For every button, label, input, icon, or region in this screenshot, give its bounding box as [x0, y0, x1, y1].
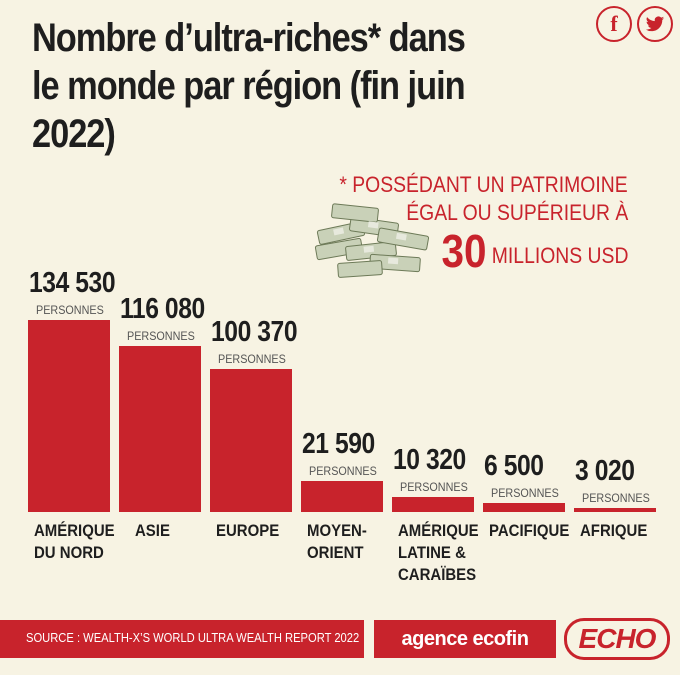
title-line-1: Nombre d’ultra-riches* dans	[32, 16, 466, 60]
twitter-icon[interactable]	[637, 6, 673, 42]
bar-3	[210, 368, 292, 512]
unit-label-2: PERSONNES	[127, 329, 195, 344]
category-label-7: AFRIQUE	[580, 521, 648, 540]
value-label-2: 116 080	[120, 293, 205, 326]
category-label-4: MOYEN- ORIENT	[307, 521, 367, 562]
note-line-2: ÉGAL OU SUPÉRIEUR À	[406, 200, 628, 225]
bar-2	[119, 346, 201, 512]
unit-label-3: PERSONNES	[218, 351, 286, 366]
value-label-7: 3 020	[575, 454, 635, 487]
category-label-1: AMÉRIQUE DU NORD	[34, 521, 115, 562]
money-stack-icon	[314, 203, 430, 278]
unit-label-6: PERSONNES	[491, 485, 559, 500]
unit-label-1: PERSONNES	[36, 303, 104, 317]
category-label-3: EUROPE	[216, 521, 280, 540]
bar-7	[574, 507, 656, 512]
value-label-1: 134 530	[29, 267, 116, 299]
unit-label-5: PERSONNES	[400, 480, 468, 495]
source-text: SOURCE : WEALTH-X’S WORLD ULTRA WEALTH R…	[26, 630, 360, 645]
bar-4	[301, 481, 383, 512]
bar-1	[28, 320, 110, 512]
title-line-2: le monde par région (fin juin 2022)	[32, 64, 466, 156]
bar-5	[392, 497, 474, 512]
footer-band	[0, 620, 364, 658]
category-label-2: ASIE	[135, 521, 170, 540]
agence-ecofin-logo[interactable]: agence ecofin	[374, 620, 556, 658]
value-label-6: 6 500	[484, 449, 544, 482]
category-label-5: AMÉRIQUE LATINE & CARAÏBES	[398, 521, 479, 584]
category-label-6: PACIFIQUE	[489, 521, 570, 540]
facebook-icon[interactable]: f	[596, 6, 632, 42]
value-label-5: 10 320	[393, 444, 466, 477]
value-label-3: 100 370	[211, 315, 298, 348]
chart-title: Nombre d’ultra-riches* dans le monde par…	[32, 14, 548, 158]
note-line-3: 30 MILLIONS USD	[441, 228, 628, 279]
bar-6	[483, 502, 565, 512]
value-label-4: 21 590	[302, 428, 375, 461]
echo-logo[interactable]: ECHO	[564, 618, 670, 660]
note-line-1: * POSSÉDANT UN PATRIMOINE	[339, 172, 628, 197]
unit-label-7: PERSONNES	[582, 490, 650, 505]
unit-label-4: PERSONNES	[309, 464, 377, 479]
note-unit: MILLIONS USD	[491, 243, 628, 268]
note-amount: 30	[441, 225, 487, 277]
